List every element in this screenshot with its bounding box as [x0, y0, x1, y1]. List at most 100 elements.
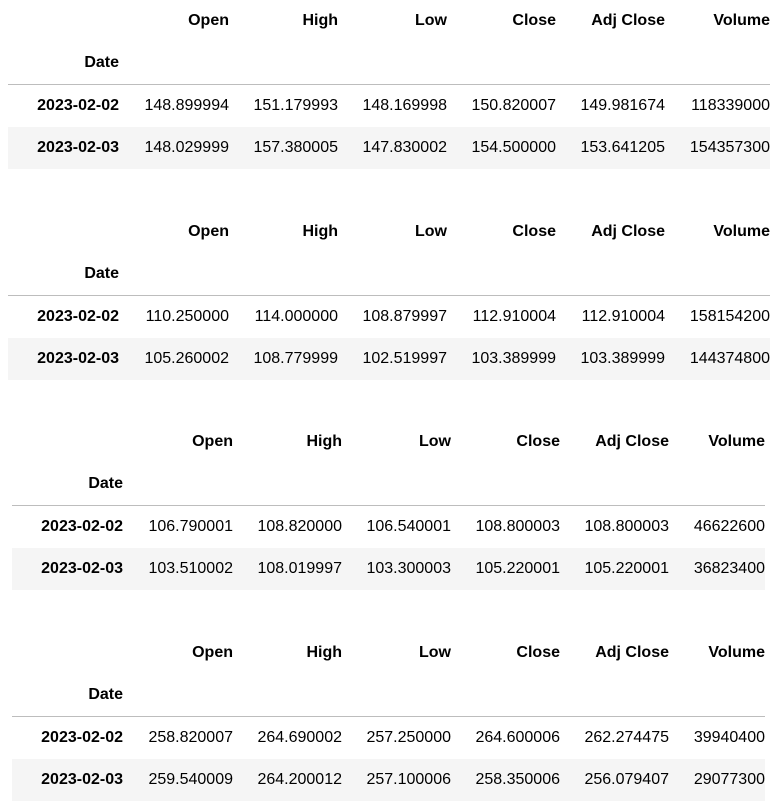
- cell-volume: 39940400: [693, 728, 765, 746]
- dataframe-table-3: Open High Low Close Adj Close Volume Dat…: [12, 421, 765, 590]
- index-name-row: Date: [8, 42, 770, 85]
- cell-low: 257.100006: [366, 770, 451, 788]
- dataframe-table-2: Open High Low Close Adj Close Volume Dat…: [8, 211, 770, 380]
- cell-high: 108.779999: [253, 349, 338, 367]
- table-row: 2023-02-03 105.260002 108.779999 102.519…: [8, 337, 770, 380]
- column-header-close: Close: [512, 12, 556, 29]
- cell-high: 264.200012: [257, 770, 342, 788]
- column-header-open: Open: [192, 433, 233, 450]
- index-name-date: Date: [88, 475, 123, 492]
- cell-close: 112.910004: [472, 307, 556, 325]
- index-name-date: Date: [88, 686, 123, 703]
- cell-open: 105.260002: [144, 349, 229, 367]
- cell-low: 108.879997: [362, 307, 447, 325]
- cell-open: 148.029999: [144, 138, 229, 156]
- cell-volume: 118339000: [691, 96, 770, 114]
- column-header-low: Low: [419, 644, 451, 661]
- cell-volume: 29077300: [693, 770, 765, 788]
- cell-low: 147.830002: [362, 138, 447, 156]
- column-header-low: Low: [415, 12, 447, 29]
- cell-volume: 154357300: [689, 138, 770, 156]
- table-row: 2023-02-03 259.540009 264.200012 257.100…: [12, 758, 765, 801]
- cell-close: 105.220001: [475, 559, 560, 577]
- cell-adj-close: 149.981674: [580, 96, 665, 114]
- table-row: 2023-02-02 148.899994 151.179993 148.169…: [8, 85, 770, 127]
- row-index-date: 2023-02-02: [41, 517, 123, 535]
- cell-open: 110.250000: [145, 307, 229, 325]
- cell-adj-close: 153.641205: [580, 138, 665, 156]
- cell-volume: 36823400: [693, 559, 765, 577]
- cell-open: 259.540009: [148, 770, 233, 788]
- column-header-high: High: [302, 223, 338, 240]
- cell-adj-close: 256.079407: [584, 770, 669, 788]
- cell-adj-close: 112.910004: [581, 307, 665, 325]
- cell-low: 257.250000: [366, 728, 451, 746]
- dataframe-table-4: Open High Low Close Adj Close Volume Dat…: [12, 632, 765, 801]
- row-index-date: 2023-02-03: [37, 138, 119, 156]
- cell-open: 103.510002: [148, 559, 233, 577]
- column-header-close: Close: [516, 433, 560, 450]
- index-name-date: Date: [84, 54, 119, 71]
- row-index-date: 2023-02-03: [37, 349, 119, 367]
- cell-open: 148.899994: [144, 96, 229, 114]
- index-name-row: Date: [12, 674, 765, 717]
- dataframe-table-1: Open High Low Close Adj Close Volume Dat…: [8, 0, 770, 169]
- cell-adj-close: 108.800003: [584, 517, 669, 535]
- column-header-high: High: [306, 644, 342, 661]
- table-row: 2023-02-03 148.029999 157.380005 147.830…: [8, 126, 770, 169]
- column-header-row: Open High Low Close Adj Close Volume: [12, 421, 765, 463]
- row-index-date: 2023-02-03: [41, 559, 123, 577]
- cell-adj-close: 105.220001: [584, 559, 669, 577]
- column-header-open: Open: [188, 223, 229, 240]
- cell-adj-close: 262.274475: [584, 728, 669, 746]
- column-header-adj-close: Adj Close: [595, 644, 669, 661]
- cell-volume: 144374800: [689, 349, 770, 367]
- cell-adj-close: 103.389999: [580, 349, 665, 367]
- row-index-date: 2023-02-02: [41, 728, 123, 746]
- cell-low: 148.169998: [362, 96, 447, 114]
- index-name-date: Date: [84, 265, 119, 282]
- column-header-open: Open: [192, 644, 233, 661]
- table-row: 2023-02-02 110.250000 114.000000 108.879…: [8, 296, 770, 338]
- corner-cell: [8, 211, 119, 253]
- column-header-adj-close: Adj Close: [595, 433, 669, 450]
- column-header-volume: Volume: [713, 223, 770, 240]
- cell-high: 108.820000: [257, 517, 342, 535]
- corner-cell: [12, 421, 123, 463]
- data-table: Open High Low Close Adj Close Volume Dat…: [8, 0, 770, 169]
- cell-low: 102.519997: [362, 349, 447, 367]
- column-header-close: Close: [516, 644, 560, 661]
- index-name-row: Date: [12, 463, 765, 506]
- corner-cell: [12, 632, 123, 674]
- cell-open: 258.820007: [148, 728, 233, 746]
- row-index-date: 2023-02-03: [41, 770, 123, 788]
- data-table: Open High Low Close Adj Close Volume Dat…: [12, 632, 765, 801]
- column-header-high: High: [306, 433, 342, 450]
- cell-low: 106.540001: [366, 517, 451, 535]
- column-header-volume: Volume: [713, 12, 770, 29]
- cell-volume: 158154200: [689, 307, 770, 325]
- column-header-row: Open High Low Close Adj Close Volume: [12, 632, 765, 674]
- data-table: Open High Low Close Adj Close Volume Dat…: [8, 211, 770, 380]
- cell-high: 264.690002: [257, 728, 342, 746]
- column-header-open: Open: [188, 12, 229, 29]
- data-table: Open High Low Close Adj Close Volume Dat…: [12, 421, 765, 590]
- cell-close: 258.350006: [475, 770, 560, 788]
- column-header-volume: Volume: [708, 644, 765, 661]
- cell-close: 103.389999: [471, 349, 556, 367]
- index-name-row: Date: [8, 253, 770, 296]
- cell-close: 108.800003: [475, 517, 560, 535]
- cell-close: 154.500000: [471, 138, 556, 156]
- column-header-adj-close: Adj Close: [591, 223, 665, 240]
- column-header-row: Open High Low Close Adj Close Volume: [8, 211, 770, 253]
- table-row: 2023-02-02 258.820007 264.690002 257.250…: [12, 717, 765, 759]
- column-header-row: Open High Low Close Adj Close Volume: [8, 0, 770, 42]
- cell-volume: 46622600: [693, 517, 765, 535]
- cell-high: 151.179993: [253, 96, 338, 114]
- row-index-date: 2023-02-02: [37, 307, 119, 325]
- row-index-date: 2023-02-02: [37, 96, 119, 114]
- table-row: 2023-02-02 106.790001 108.820000 106.540…: [12, 506, 765, 548]
- corner-cell: [8, 0, 119, 42]
- table-row: 2023-02-03 103.510002 108.019997 103.300…: [12, 547, 765, 590]
- cell-close: 150.820007: [471, 96, 556, 114]
